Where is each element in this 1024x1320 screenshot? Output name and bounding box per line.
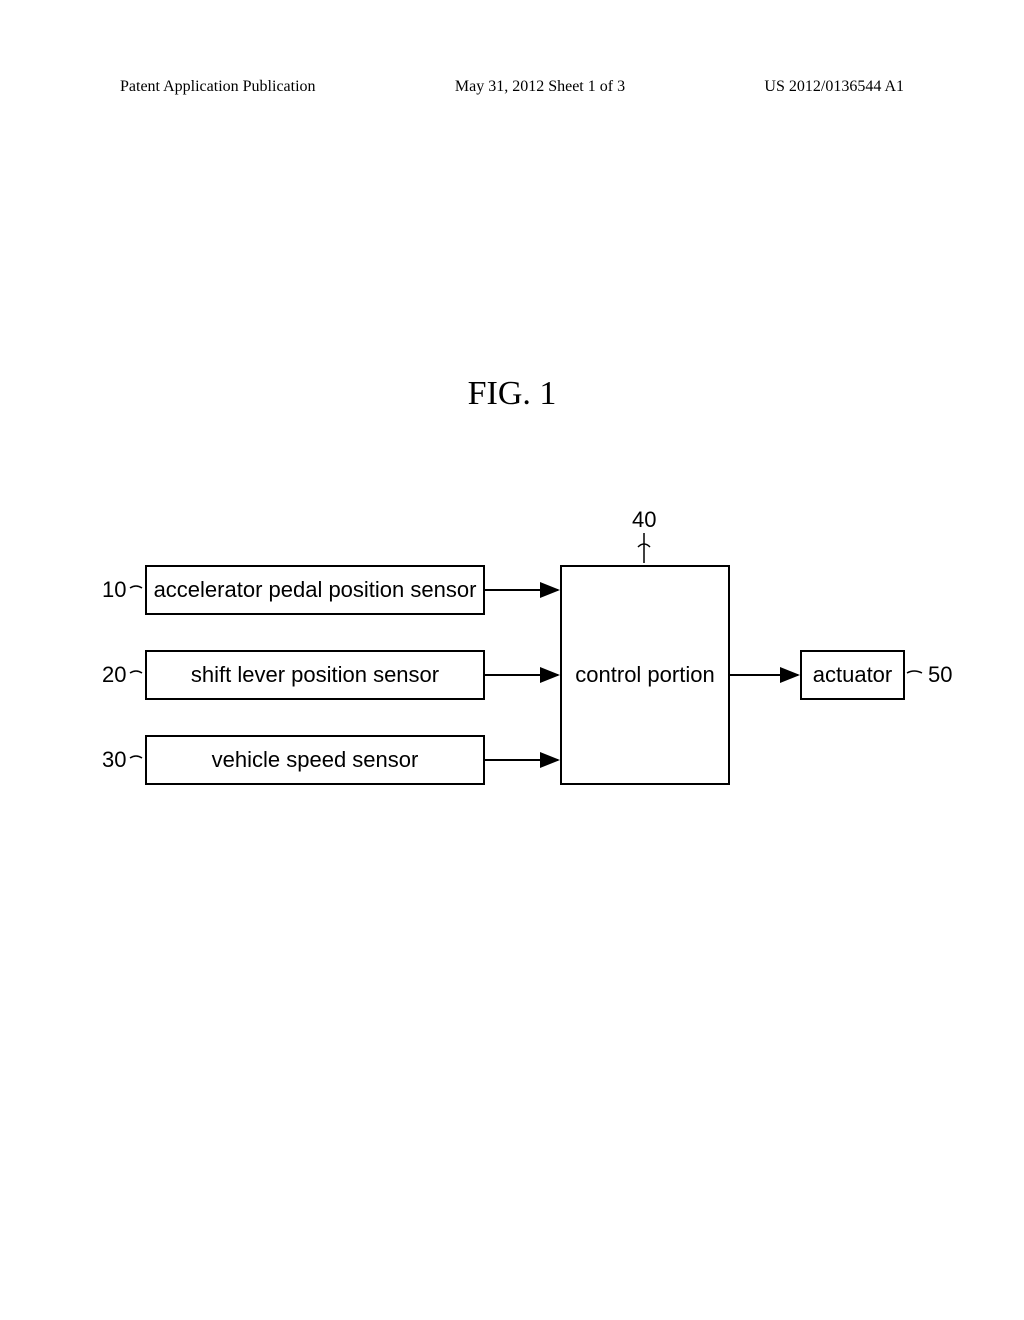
ref-num-10: 10: [102, 577, 126, 603]
sensor-box-accelerator: accelerator pedal position sensor: [145, 565, 485, 615]
figure-title: FIG. 1: [0, 375, 1024, 413]
header-right: US 2012/0136544 A1: [764, 78, 904, 96]
ref-num-50: 50: [928, 662, 952, 688]
ref-num-30: 30: [102, 747, 126, 773]
block-diagram: accelerator pedal position sensor shift …: [110, 555, 930, 815]
sensor-label: vehicle speed sensor: [212, 747, 419, 773]
header-center: May 31, 2012 Sheet 1 of 3: [455, 78, 625, 96]
sensor-box-vehicle-speed: vehicle speed sensor: [145, 735, 485, 785]
actuator-label: actuator: [813, 662, 893, 688]
control-label: control portion: [575, 662, 714, 688]
actuator-box: actuator: [800, 650, 905, 700]
sensor-label: shift lever position sensor: [191, 662, 439, 688]
header-left: Patent Application Publication: [120, 78, 316, 96]
control-portion-box: control portion: [560, 565, 730, 785]
sensor-label: accelerator pedal position sensor: [154, 577, 477, 603]
ref-num-40: 40: [632, 507, 656, 533]
page-header: Patent Application Publication May 31, 2…: [0, 78, 1024, 96]
ref-num-20: 20: [102, 662, 126, 688]
sensor-box-shift-lever: shift lever position sensor: [145, 650, 485, 700]
